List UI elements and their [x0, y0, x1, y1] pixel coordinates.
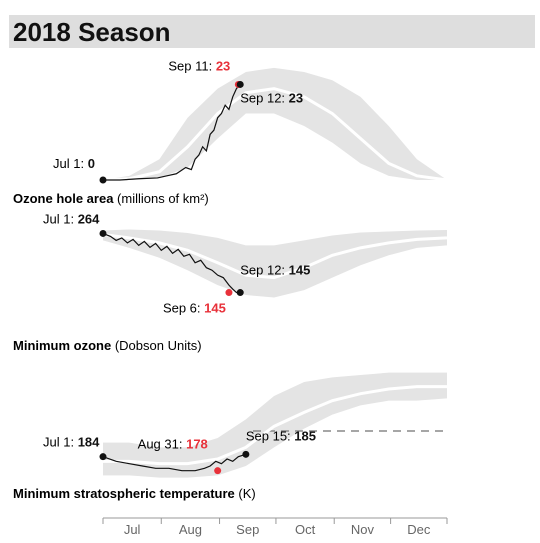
month-label-aug: Aug	[179, 522, 202, 537]
minimum-ozone-average-line	[102, 232, 448, 280]
minimum-stratospheric-temperature-callout-date-2: Sep 15:	[246, 428, 294, 443]
chart-title: 2018 Season	[13, 17, 171, 47]
minimum-stratospheric-temperature-callout-1: Aug 31: 178	[138, 437, 208, 452]
minimum-ozone-callout-date-0: Jul 1:	[43, 211, 78, 226]
month-label-oct: Oct	[295, 522, 316, 537]
ozone-hole-area-average-line	[102, 87, 448, 182]
minimum-ozone-callout-date-1: Sep 6:	[163, 301, 204, 316]
minimum-stratospheric-temperature-callout-date-1: Aug 31:	[138, 437, 186, 452]
minimum-ozone-callout-0: Jul 1: 264	[43, 211, 100, 226]
minimum-stratospheric-temperature-panel-title: Minimum stratospheric temperature (K)	[13, 486, 256, 501]
minimum-ozone-panel-title: Minimum ozone (Dobson Units)	[13, 338, 202, 353]
ozone-hole-area-callout-date-1: Sep 11:	[168, 58, 215, 73]
minimum-stratospheric-temperature-point-2	[242, 450, 250, 458]
minimum-stratospheric-temperature-title-bold: Minimum stratospheric temperature	[13, 486, 235, 501]
ozone-hole-area-callout-1: Sep 11: 23	[168, 58, 230, 73]
minimum-ozone-observed-line	[102, 232, 241, 294]
minimum-stratospheric-temperature-point-1	[214, 467, 222, 475]
ozone-hole-area-point-2	[236, 80, 244, 88]
ozone-hole-area-range-band	[103, 67, 447, 180]
month-label-nov: Nov	[351, 522, 375, 537]
minimum-stratospheric-temperature-average-line	[103, 385, 447, 466]
minimum-stratospheric-temperature-title-unit: (K)	[235, 486, 256, 501]
minimum-ozone-callout-value-0: 264	[78, 211, 100, 226]
ozone-hole-area-callout-date-2: Sep 12:	[240, 90, 288, 105]
minimum-ozone-point-0	[99, 229, 107, 237]
minimum-stratospheric-temperature-callout-2: Sep 15: 185	[246, 428, 316, 443]
minimum-stratospheric-temperature-callout-value-1: 178	[186, 437, 208, 452]
minimum-stratospheric-temperature-callout-date-0: Jul 1:	[43, 435, 78, 450]
ozone-hole-area-observed-line	[103, 84, 241, 181]
month-label-dec: Dec	[407, 522, 431, 537]
month-label-jul: Jul	[124, 522, 141, 537]
minimum-stratospheric-temperature-point-0	[99, 453, 107, 461]
ozone-hole-area-callout-date-0: Jul 1:	[53, 156, 88, 171]
minimum-ozone-title-bold: Minimum ozone	[13, 338, 111, 353]
month-label-sep: Sep	[236, 522, 259, 537]
minimum-stratospheric-temperature-callout-value-2: 185	[294, 428, 316, 443]
ozone-hole-area-title-unit: (millions of km²)	[113, 191, 208, 206]
minimum-ozone-title-unit: (Dobson Units)	[111, 338, 201, 353]
ozone-hole-area-callout-value-0: 0	[88, 156, 95, 171]
minimum-ozone-callout-value-1: 145	[204, 301, 226, 316]
minimum-ozone-callout-date-2: Sep 12:	[240, 263, 288, 278]
ozone-hole-area-callout-value-1: 23	[216, 58, 230, 73]
minimum-ozone-callout-value-2: 145	[289, 263, 311, 278]
ozone-hole-area-panel-title: Ozone hole area (millions of km²)	[13, 191, 209, 206]
minimum-ozone-point-2	[236, 289, 244, 297]
ozone-hole-area-title-bold: Ozone hole area	[13, 191, 114, 206]
ozone-hole-area-callout-0: Jul 1: 0	[53, 156, 95, 171]
minimum-stratospheric-temperature-callout-0: Jul 1: 184	[43, 435, 100, 450]
minimum-stratospheric-temperature-observed-line	[102, 453, 247, 472]
ozone-hole-area-callout-value-2: 23	[289, 90, 303, 105]
ozone-hole-area-callout-2: Sep 12: 23	[240, 90, 303, 105]
minimum-stratospheric-temperature-callout-value-0: 184	[78, 435, 100, 450]
ozone-hole-area-point-0	[99, 176, 107, 184]
minimum-ozone-callout-2: Sep 12: 145	[240, 263, 310, 278]
minimum-ozone-callout-1: Sep 6: 145	[163, 301, 226, 316]
title-bar: 2018 Season	[9, 15, 535, 48]
minimum-ozone-point-1	[225, 289, 233, 297]
